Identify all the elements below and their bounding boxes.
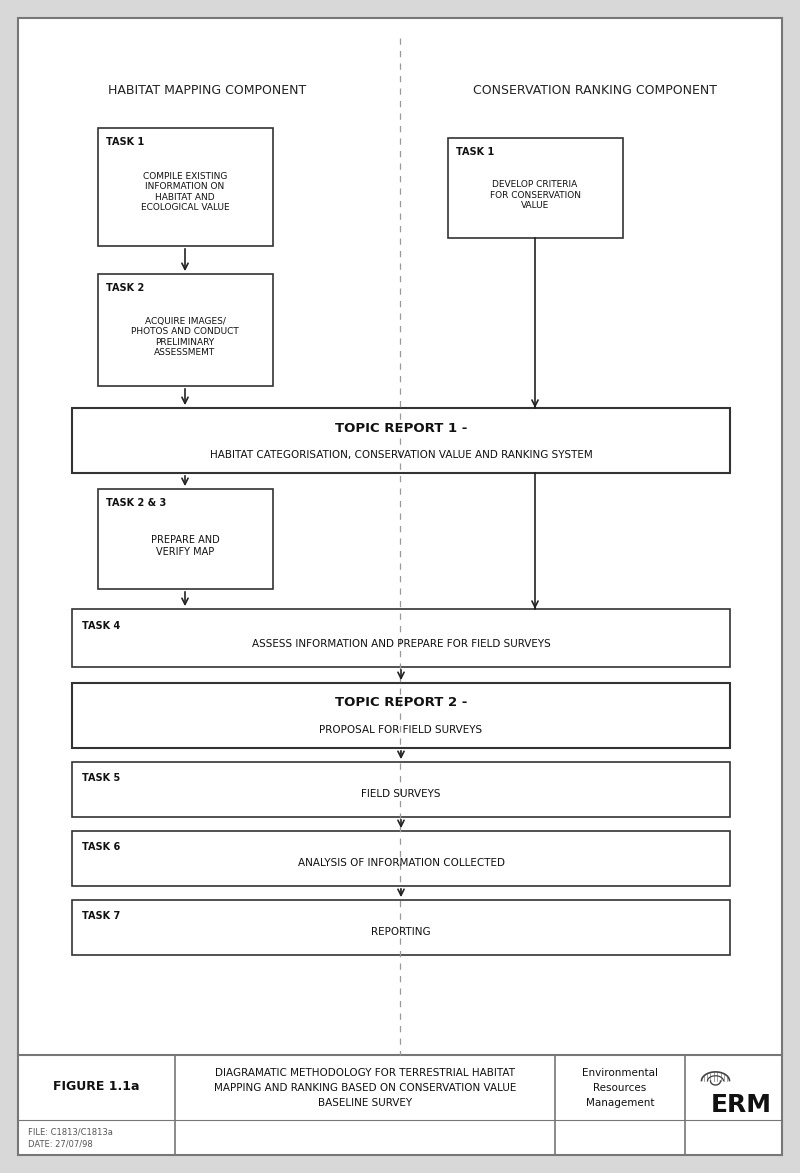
- Text: TASK 6: TASK 6: [82, 842, 120, 852]
- Text: Management: Management: [586, 1098, 654, 1108]
- Text: FIGURE 1.1a: FIGURE 1.1a: [54, 1080, 140, 1093]
- Text: ERM: ERM: [711, 1093, 772, 1117]
- Text: COMPILE EXISTING
INFORMATION ON
HABITAT AND
ECOLOGICAL VALUE: COMPILE EXISTING INFORMATION ON HABITAT …: [141, 172, 230, 212]
- Text: DEVELOP CRITERIA
FOR CONSERVATION
VALUE: DEVELOP CRITERIA FOR CONSERVATION VALUE: [490, 181, 581, 210]
- Text: Environmental: Environmental: [582, 1067, 658, 1078]
- Text: BASELINE SURVEY: BASELINE SURVEY: [318, 1098, 412, 1108]
- Text: ASSESS INFORMATION AND PREPARE FOR FIELD SURVEYS: ASSESS INFORMATION AND PREPARE FOR FIELD…: [252, 639, 550, 649]
- Text: Resources: Resources: [594, 1083, 646, 1093]
- Text: TASK 2 & 3: TASK 2 & 3: [106, 499, 166, 508]
- Bar: [98, 489, 273, 589]
- Text: TASK 7: TASK 7: [82, 911, 120, 921]
- Text: FIELD SURVEYS: FIELD SURVEYS: [362, 789, 441, 799]
- Text: TOPIC REPORT 2 -: TOPIC REPORT 2 -: [335, 697, 467, 710]
- Text: PROPOSAL FOR FIELD SURVEYS: PROPOSAL FOR FIELD SURVEYS: [319, 725, 482, 735]
- Text: TASK 5: TASK 5: [82, 773, 120, 784]
- Text: TASK 1: TASK 1: [106, 137, 144, 147]
- Bar: [72, 830, 730, 886]
- Text: TOPIC REPORT 1 -: TOPIC REPORT 1 -: [335, 421, 467, 434]
- Bar: [72, 762, 730, 818]
- Bar: [72, 609, 730, 667]
- Text: DATE: 27/07/98: DATE: 27/07/98: [28, 1139, 93, 1148]
- Bar: [98, 128, 273, 246]
- Text: HABITAT MAPPING COMPONENT: HABITAT MAPPING COMPONENT: [108, 83, 306, 96]
- Bar: [98, 274, 273, 386]
- Text: ANALYSIS OF INFORMATION COLLECTED: ANALYSIS OF INFORMATION COLLECTED: [298, 857, 505, 868]
- Text: FILE: C1813/C1813a: FILE: C1813/C1813a: [28, 1127, 113, 1137]
- Text: REPORTING: REPORTING: [371, 927, 431, 937]
- Text: PREPARE AND
VERIFY MAP: PREPARE AND VERIFY MAP: [150, 535, 219, 557]
- Text: TASK 4: TASK 4: [82, 621, 120, 631]
- Text: MAPPING AND RANKING BASED ON CONSERVATION VALUE: MAPPING AND RANKING BASED ON CONSERVATIO…: [214, 1083, 516, 1093]
- Text: TASK 1: TASK 1: [456, 147, 494, 157]
- Text: CONSERVATION RANKING COMPONENT: CONSERVATION RANKING COMPONENT: [473, 83, 717, 96]
- Bar: [72, 683, 730, 748]
- Bar: [72, 900, 730, 955]
- Bar: [72, 408, 730, 473]
- Bar: [448, 138, 623, 238]
- Text: DIAGRAMATIC METHODOLOGY FOR TERRESTRIAL HABITAT: DIAGRAMATIC METHODOLOGY FOR TERRESTRIAL …: [215, 1067, 515, 1078]
- Text: HABITAT CATEGORISATION, CONSERVATION VALUE AND RANKING SYSTEM: HABITAT CATEGORISATION, CONSERVATION VAL…: [210, 450, 592, 460]
- Text: TASK 2: TASK 2: [106, 283, 144, 293]
- Text: ACQUIRE IMAGES/
PHOTOS AND CONDUCT
PRELIMINARY
ASSESSMEMT: ACQUIRE IMAGES/ PHOTOS AND CONDUCT PRELI…: [131, 317, 239, 357]
